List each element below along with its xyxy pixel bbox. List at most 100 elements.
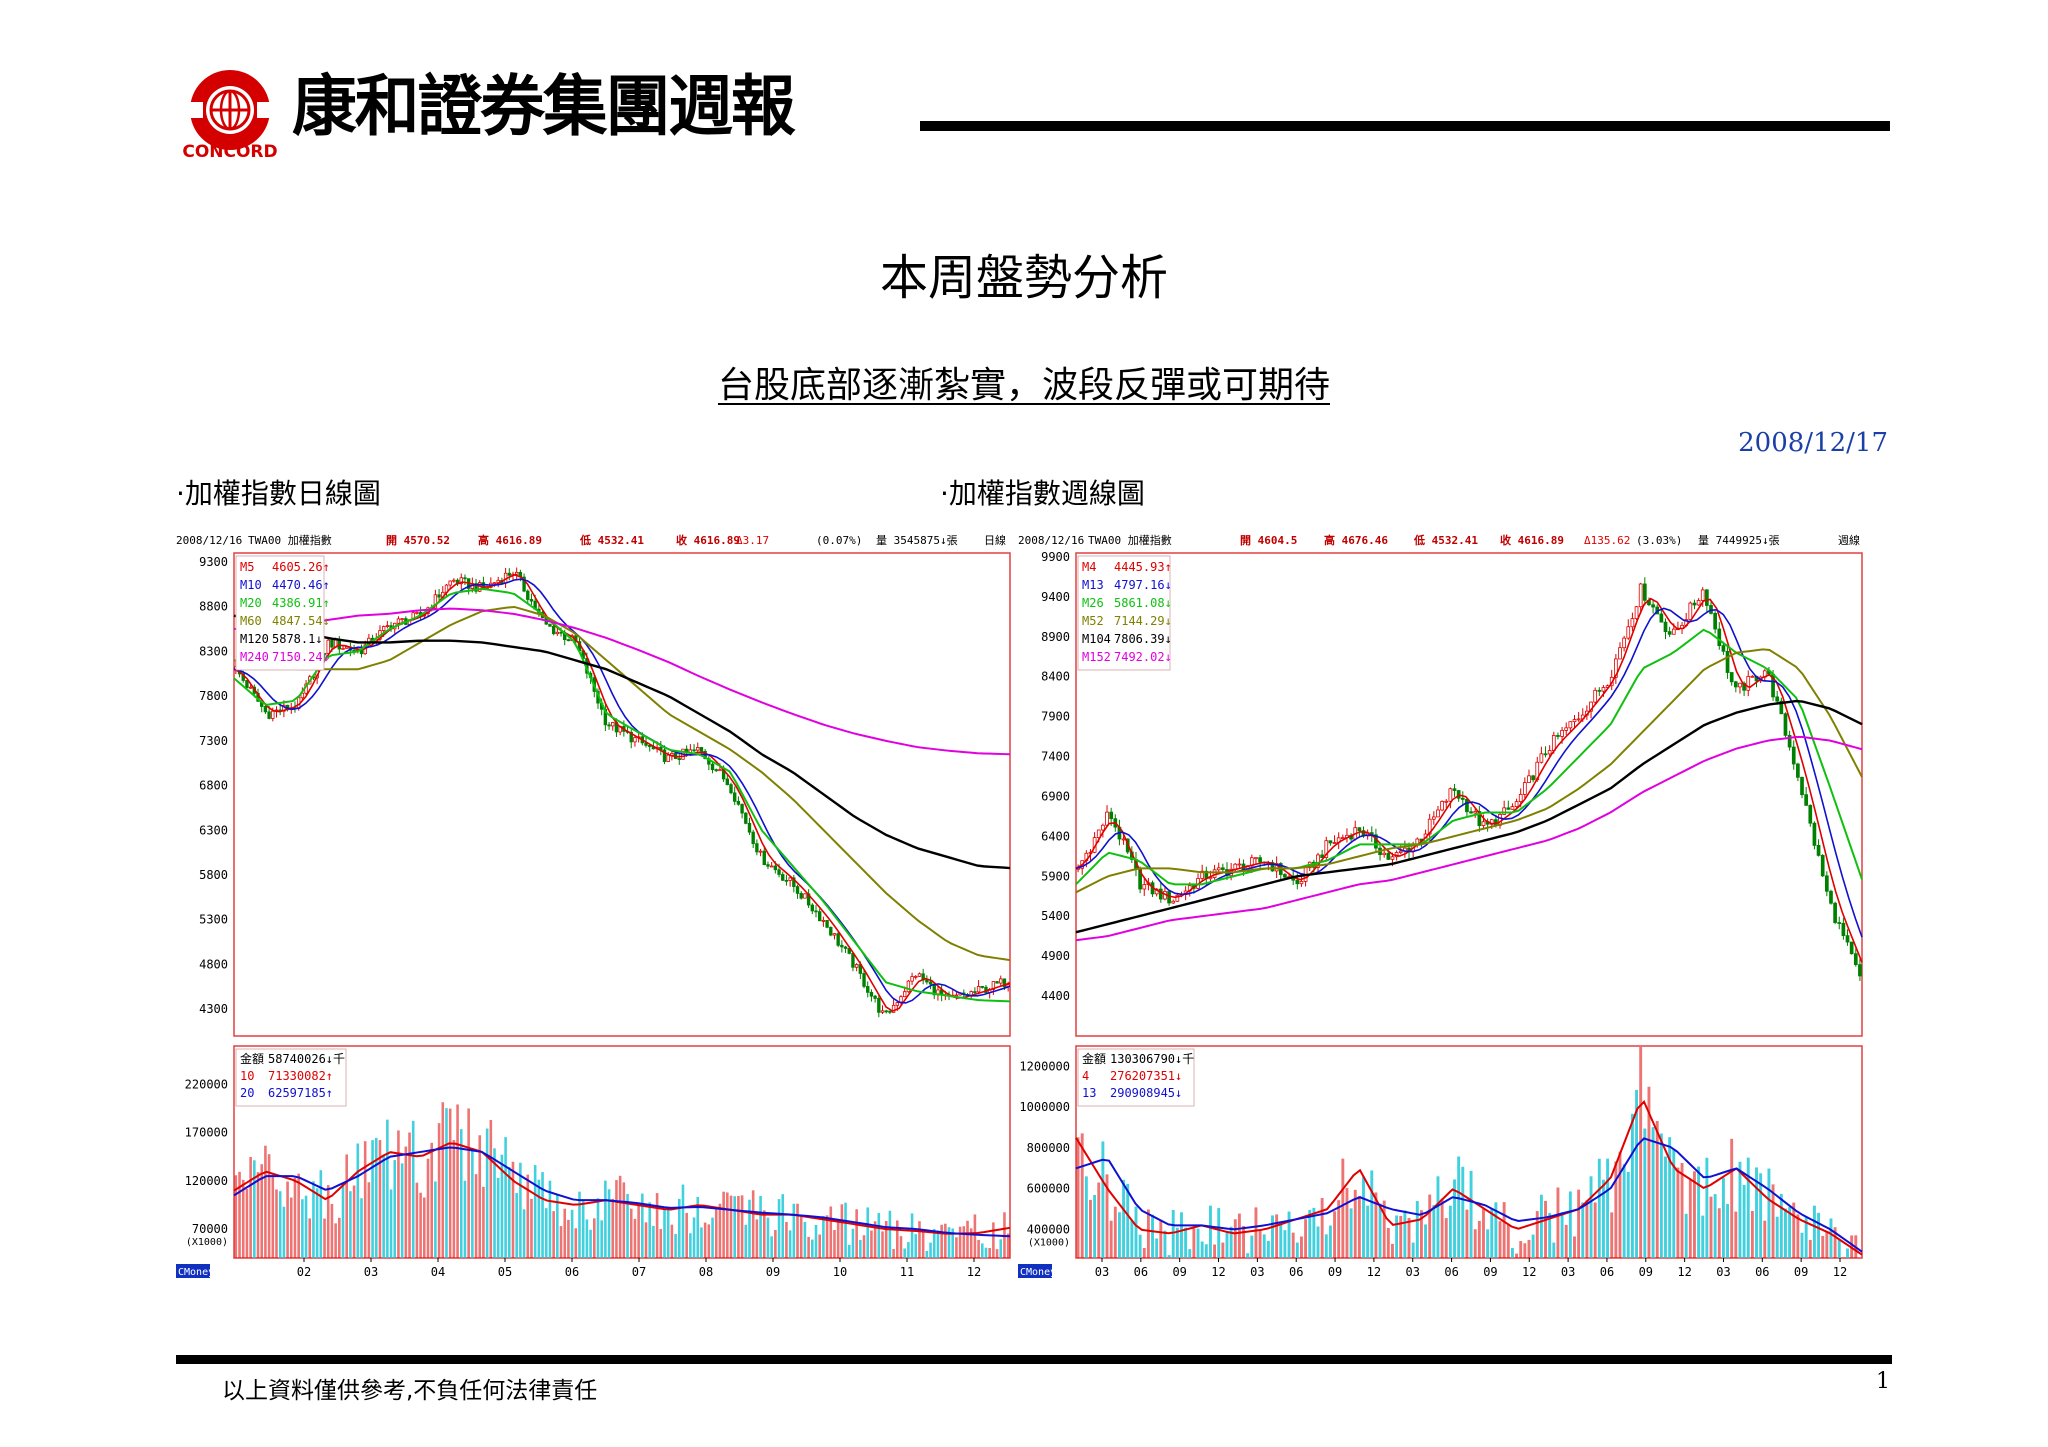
candle-body xyxy=(385,625,390,628)
volume-bar xyxy=(267,1154,271,1258)
volume-bar xyxy=(397,1130,400,1258)
volume-bar xyxy=(1684,1213,1688,1258)
candle-body xyxy=(1415,838,1420,845)
volume-bar xyxy=(615,1180,618,1258)
candle-body xyxy=(895,1002,899,1006)
volume-legend-label: 金額 xyxy=(1082,1051,1106,1066)
volume-bar xyxy=(1775,1216,1779,1258)
volume-bar xyxy=(899,1236,903,1258)
volume-bar xyxy=(777,1199,781,1258)
header-change: Δ135.62 xyxy=(1584,534,1630,547)
candle-body xyxy=(781,874,785,881)
legend-value: 4445.93↑ xyxy=(1114,560,1172,574)
volume-bar xyxy=(1585,1200,1589,1258)
candle-body xyxy=(248,686,253,689)
x-tick-label: 12 xyxy=(1677,1265,1691,1278)
candle-body xyxy=(1109,811,1114,820)
volume-bar xyxy=(1750,1211,1754,1258)
candle-body xyxy=(1858,964,1862,977)
candle-body xyxy=(271,710,275,719)
volume-bar xyxy=(574,1228,578,1258)
candle-body xyxy=(777,869,781,875)
volume-bar xyxy=(374,1137,378,1258)
candle-body xyxy=(1212,869,1217,878)
volume-unit: (X1000) xyxy=(186,1237,228,1248)
volume-bar xyxy=(607,1189,611,1258)
legend-value: 7806.39↓ xyxy=(1114,632,1172,646)
volume-bar xyxy=(1444,1218,1448,1258)
price-y-tick: 6400 xyxy=(1041,829,1070,843)
volume-bar xyxy=(297,1173,300,1258)
header-change-pct: (0.07%) xyxy=(816,534,862,547)
volume-bar xyxy=(1370,1170,1374,1258)
volume-bar xyxy=(434,1181,437,1258)
candle-body xyxy=(677,758,681,760)
candle-body xyxy=(1667,631,1672,635)
candle-body xyxy=(1357,827,1362,832)
volume-bar xyxy=(1213,1244,1217,1258)
volume-bar xyxy=(423,1197,426,1258)
volume-bar xyxy=(618,1175,622,1258)
volume-bar xyxy=(1755,1167,1758,1258)
x-tick-label: 03 xyxy=(1406,1265,1420,1278)
volume-bar xyxy=(851,1228,855,1258)
logo-wordmark: CONCORD xyxy=(182,142,278,162)
source-badge xyxy=(1018,1264,1052,1278)
header-change-pct: (3.03%) xyxy=(1636,534,1682,547)
x-tick-label: 12 xyxy=(1367,1265,1381,1278)
x-tick-label: 02 xyxy=(297,1265,311,1278)
volume-bar xyxy=(822,1215,825,1258)
volume-bar xyxy=(674,1233,677,1258)
volume-bar xyxy=(289,1197,293,1258)
volume-bar xyxy=(1635,1089,1638,1258)
candle-body xyxy=(1742,682,1746,691)
volume-bar xyxy=(1333,1211,1337,1258)
volume-bar xyxy=(1167,1255,1171,1258)
candle-body xyxy=(1465,799,1469,813)
volume-bar xyxy=(592,1218,596,1258)
volume-bar xyxy=(1531,1234,1535,1258)
volume-bar xyxy=(759,1195,762,1258)
candle-body xyxy=(1692,602,1697,606)
volume-bar xyxy=(729,1195,733,1258)
candle-body xyxy=(1783,713,1788,736)
legend-label: M26 xyxy=(1082,596,1104,610)
candle-body xyxy=(1477,811,1482,826)
volume-bar xyxy=(456,1104,459,1258)
candle-body xyxy=(891,1004,896,1013)
volume-legend-label: 13 xyxy=(1082,1086,1096,1100)
candle-body xyxy=(1750,675,1755,678)
candle-body xyxy=(1340,837,1345,840)
volume-bar xyxy=(1817,1212,1821,1258)
candle-body xyxy=(1171,900,1176,904)
candle-body xyxy=(1452,788,1457,791)
volume-bar xyxy=(496,1177,500,1258)
volume-bar xyxy=(1643,1128,1647,1258)
x-tick-label: 06 xyxy=(1755,1265,1769,1278)
volume-bar xyxy=(888,1210,892,1258)
candle-body xyxy=(843,946,848,949)
candle-body xyxy=(995,981,999,984)
volume-bar xyxy=(1655,1120,1659,1258)
x-tick-label: 03 xyxy=(1716,1265,1730,1278)
candle-body xyxy=(1630,618,1635,628)
volume-bar xyxy=(914,1234,918,1258)
volume-bar xyxy=(696,1196,700,1258)
volume-bar xyxy=(578,1191,581,1258)
volume-bar xyxy=(1395,1215,1399,1258)
volume-bar xyxy=(1225,1231,1229,1258)
volume-bar xyxy=(921,1232,925,1258)
volume-unit: (X1000) xyxy=(1028,1237,1070,1248)
volume-bar xyxy=(1527,1239,1531,1258)
volume-bar xyxy=(1614,1161,1618,1258)
volume-bar xyxy=(556,1194,559,1258)
candle-body xyxy=(514,571,519,575)
candle-body xyxy=(452,579,456,582)
volume-bar xyxy=(681,1184,685,1258)
volume-bar xyxy=(326,1185,330,1258)
candle-body xyxy=(1808,804,1813,824)
volume-bar xyxy=(1767,1168,1771,1258)
volume-bar xyxy=(1271,1215,1274,1258)
volume-bar xyxy=(1304,1219,1308,1258)
legend-label: M120 xyxy=(240,632,269,646)
